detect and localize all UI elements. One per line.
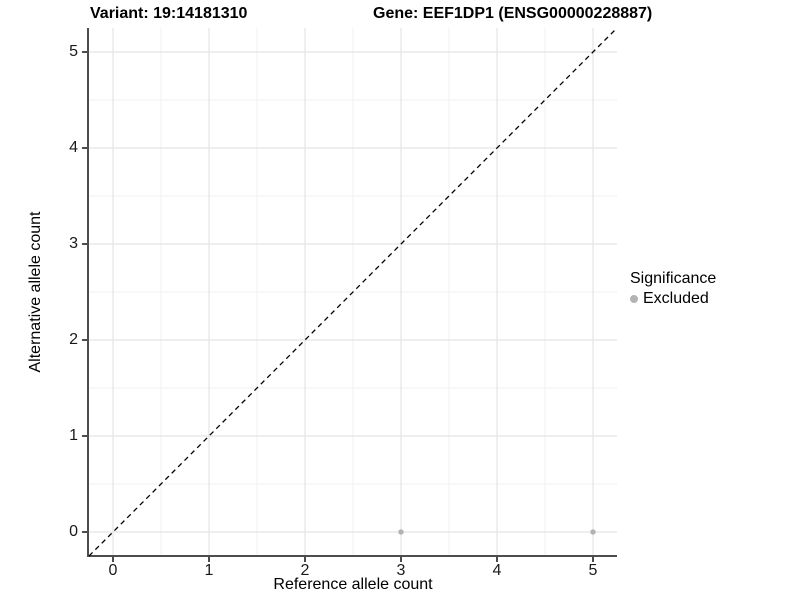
y-axis-title: Alternative allele count — [27, 211, 44, 373]
x-tick-label: 2 — [300, 562, 310, 579]
x-tick-label: 3 — [396, 562, 406, 579]
y-tick-label: 2 — [69, 331, 78, 348]
y-tick-label: 4 — [69, 139, 78, 156]
x-tick-label: 5 — [588, 562, 598, 579]
y-tick-label: 3 — [69, 235, 78, 252]
data-point — [398, 529, 404, 535]
x-axis-title: Reference allele count — [273, 576, 433, 593]
plot-title-variant: Variant: 19:14181310 — [90, 5, 248, 22]
x-tick-label: 1 — [204, 562, 214, 579]
legend: Significance Excluded — [630, 270, 716, 308]
legend-item-label: Excluded — [643, 290, 709, 307]
identity-reference-line — [88, 27, 618, 557]
x-tick-label: 4 — [492, 562, 502, 579]
y-tick-label: 0 — [69, 523, 78, 540]
legend-item-excluded: Excluded — [630, 290, 716, 308]
y-tick-label: 1 — [69, 427, 78, 444]
data-point — [590, 529, 596, 535]
excluded-point-icon — [630, 295, 638, 303]
legend-title: Significance — [630, 270, 717, 287]
y-tick-label: 5 — [69, 43, 78, 60]
x-tick-label: 0 — [108, 562, 118, 579]
plot-title-gene: Gene: EEF1DP1 (ENSG00000228887) — [373, 5, 653, 22]
